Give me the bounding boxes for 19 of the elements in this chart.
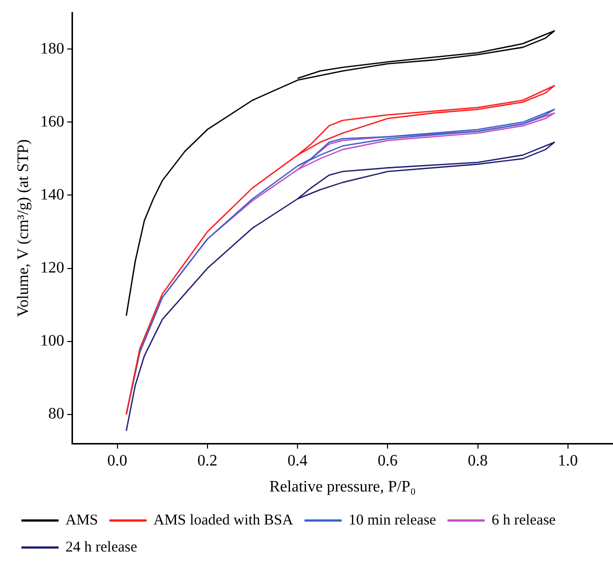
x-tick-label: 0.0 — [107, 452, 128, 470]
legend-label: AMS — [66, 512, 98, 528]
y-tick-label: 140 — [40, 186, 64, 204]
y-axis-title: Volume, V (cm³/g) (at STP) — [14, 139, 32, 317]
x-tick-label: 0.6 — [378, 452, 398, 470]
legend-label: 10 min release — [348, 512, 436, 528]
x-axis-title: Relative pressure, P/P₀ — [269, 478, 416, 496]
legend-label: 24 h release — [66, 539, 138, 556]
x-tick-label: 0.8 — [468, 452, 488, 470]
y-tick-label: 120 — [40, 259, 64, 276]
y-tick-label: 160 — [40, 113, 64, 130]
y-tick-label: 180 — [40, 40, 64, 58]
y-tick-label: 100 — [40, 332, 64, 350]
legend-label: 6 h release — [492, 512, 556, 528]
x-tick-label: 0.2 — [197, 452, 218, 470]
x-tick-label: 0.4 — [288, 452, 308, 470]
x-tick-label: 1.0 — [558, 452, 578, 470]
legend-label: AMS loaded with BSA — [154, 512, 294, 528]
y-tick-label: 80 — [48, 406, 64, 423]
